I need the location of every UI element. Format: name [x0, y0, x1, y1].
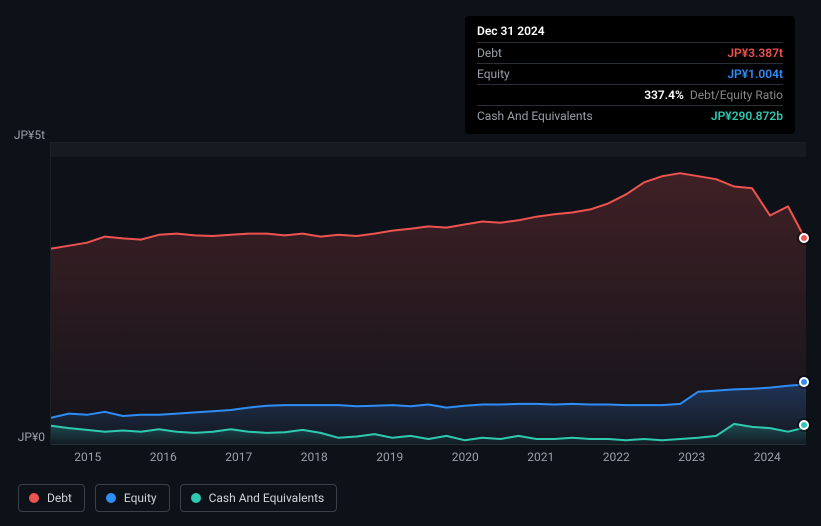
legend-dot-icon: [106, 493, 116, 503]
xaxis-tick: 2017: [201, 450, 277, 464]
legend-item-debt[interactable]: Debt: [18, 484, 85, 512]
xaxis-tick: 2024: [730, 450, 806, 464]
tooltip-row-value: 337.4%Debt/Equity Ratio: [644, 88, 783, 102]
legend-item-cash-and-equivalents[interactable]: Cash And Equivalents: [180, 484, 338, 512]
legend-label: Debt: [47, 491, 72, 505]
chart-svg: [51, 143, 806, 445]
legend-dot-icon: [191, 493, 201, 503]
legend-dot-icon: [29, 493, 39, 503]
tooltip-row-value: JP¥290.872b: [711, 109, 783, 123]
xaxis-tick: 2015: [50, 450, 126, 464]
legend-label: Cash And Equivalents: [209, 491, 325, 505]
series-marker-equity: [799, 377, 809, 387]
xaxis: 2015201620172018201920202021202220232024: [50, 450, 805, 464]
chart-tooltip: Dec 31 2024 Debt JP¥3.387t Equity JP¥1.004t…: [465, 16, 795, 134]
series-marker-cash-and-equivalents: [799, 420, 809, 430]
tooltip-row-value: JP¥3.387t: [727, 46, 783, 60]
xaxis-tick: 2018: [277, 450, 353, 464]
tooltip-date: Dec 31 2024: [477, 24, 783, 42]
tooltip-row-label: Debt: [477, 46, 502, 60]
tooltip-rows: Debt JP¥3.387t Equity JP¥1.004t 337.4%Debt/E…: [477, 42, 783, 126]
yaxis-tick: JP¥0: [0, 430, 45, 444]
series-marker-debt: [799, 233, 809, 243]
tooltip-row: Cash And Equivalents JP¥290.872b: [477, 105, 783, 126]
xaxis-tick: 2019: [352, 450, 428, 464]
xaxis-tick: 2021: [503, 450, 579, 464]
tooltip-row-label: Cash And Equivalents: [477, 109, 593, 123]
tooltip-row-value: JP¥1.004t: [727, 67, 783, 81]
chart-area[interactable]: [50, 142, 805, 444]
xaxis-tick: 2016: [126, 450, 202, 464]
legend-label: Equity: [124, 491, 157, 505]
legend-item-equity[interactable]: Equity: [95, 484, 170, 512]
tooltip-row: 337.4%Debt/Equity Ratio: [477, 84, 783, 105]
legend: Debt Equity Cash And Equivalents: [18, 484, 337, 512]
tooltip-row-label: Equity: [477, 67, 510, 81]
xaxis-tick: 2020: [428, 450, 504, 464]
tooltip-row: Debt JP¥3.387t: [477, 42, 783, 63]
tooltip-row: Equity JP¥1.004t: [477, 63, 783, 84]
xaxis-tick: 2022: [579, 450, 655, 464]
yaxis-tick: JP¥5t: [0, 128, 45, 142]
xaxis-tick: 2023: [654, 450, 730, 464]
